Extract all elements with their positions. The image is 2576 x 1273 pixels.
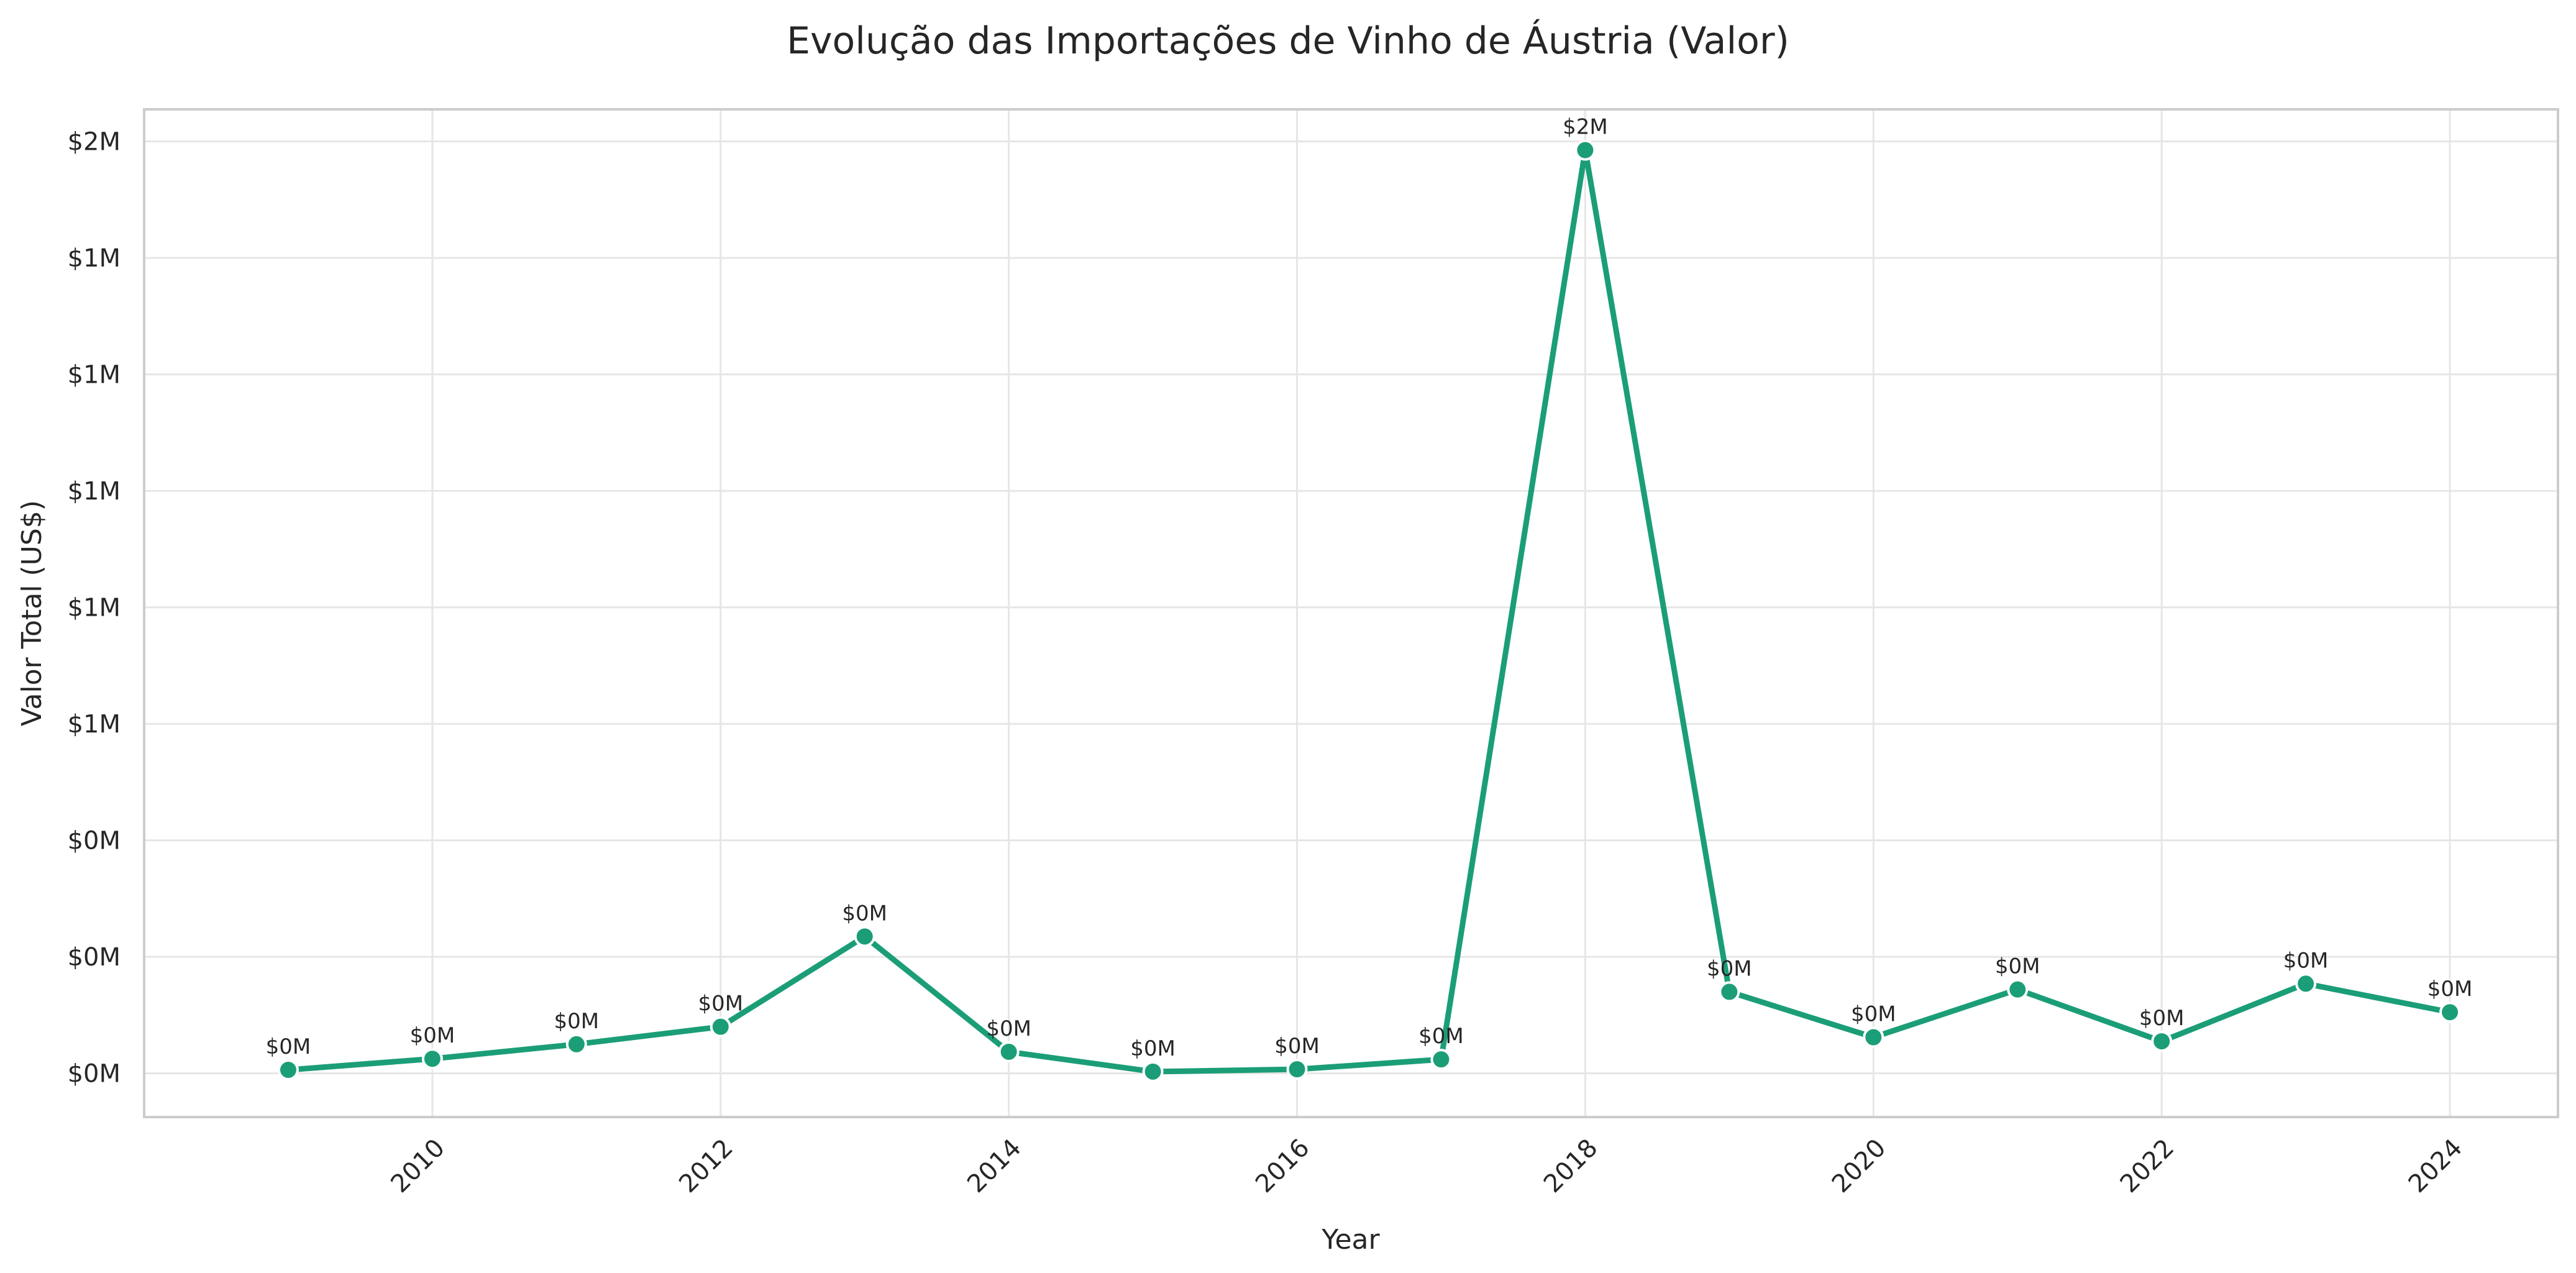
data-label: $0M [1995,954,2040,979]
data-label: $0M [842,901,887,926]
data-point [421,1048,443,1070]
data-label: $0M [1851,1002,1896,1027]
y-tick-label: $1M [68,594,121,623]
data-label: $0M [986,1016,1031,1041]
data-label: $0M [410,1023,455,1048]
y-tick-label: $1M [68,244,121,273]
x-tick-label: 2016 [1250,1134,1315,1199]
y-tick-label: $2M [68,128,121,157]
data-label: $0M [2283,948,2329,973]
x-tick-label: 2020 [1827,1134,1892,1199]
data-label: $0M [1130,1036,1176,1061]
data-point [1719,981,1740,1003]
data-point [1574,139,1596,161]
y-tick-label: $0M [68,1060,121,1088]
x-tick-label: 2024 [2403,1134,2469,1199]
data-point [2439,1002,2461,1023]
data-point [1142,1061,1164,1082]
data-point [1863,1026,1884,1048]
series-line [288,147,2450,1075]
x-tick-label: 2018 [1538,1134,1604,1199]
data-label: $0M [2428,977,2473,1002]
y-tick-label: $0M [68,943,121,972]
y-axis-ticks: $0M $0M $0M $1M $1M $1M $1M $1M $2M [68,128,121,1088]
chart-title: Evolução das Importações de Vinho de Áus… [787,19,1789,63]
data-labels: $0M $0M $0M $0M $0M $0M $0M $0M $0M $2M $0M $0M $0M $… [266,115,2473,1061]
data-point [710,1016,731,1038]
data-label: $0M [1418,1024,1464,1049]
data-point [2295,973,2317,995]
data-markers [277,139,2461,1082]
y-tick-label: $1M [68,477,121,506]
data-point [277,1059,299,1081]
data-point [998,1041,1020,1062]
data-label: $0M [554,1009,600,1034]
data-label: $0M [698,992,743,1016]
data-label: $2M [1563,115,1608,140]
y-tick-label: $0M [68,827,121,856]
x-axis-label: Year [1321,1224,1380,1256]
data-label: $0M [266,1034,311,1059]
grid-lines [144,109,2558,1117]
x-tick-label: 2010 [385,1134,450,1199]
plot-frame [143,108,2559,1118]
data-point [565,1033,587,1055]
data-label: $0M [1274,1034,1320,1059]
y-tick-label: $1M [68,361,121,390]
y-tick-label: $1M [68,710,121,739]
data-point [2151,1031,2173,1052]
data-point [1286,1059,1308,1080]
x-tick-label: 2022 [2115,1134,2180,1199]
x-axis-ticks: 2010 2012 2014 2016 2018 2020 2022 2024 [385,1134,2468,1199]
data-point [1430,1049,1452,1070]
data-label: $0M [2139,1006,2185,1031]
data-point [854,926,875,947]
x-tick-label: 2014 [962,1134,1027,1199]
y-axis-label: Valor Total (US$) [16,500,48,726]
x-tick-label: 2012 [674,1134,739,1199]
data-point [2007,979,2029,1000]
data-label: $0M [1707,956,1752,981]
